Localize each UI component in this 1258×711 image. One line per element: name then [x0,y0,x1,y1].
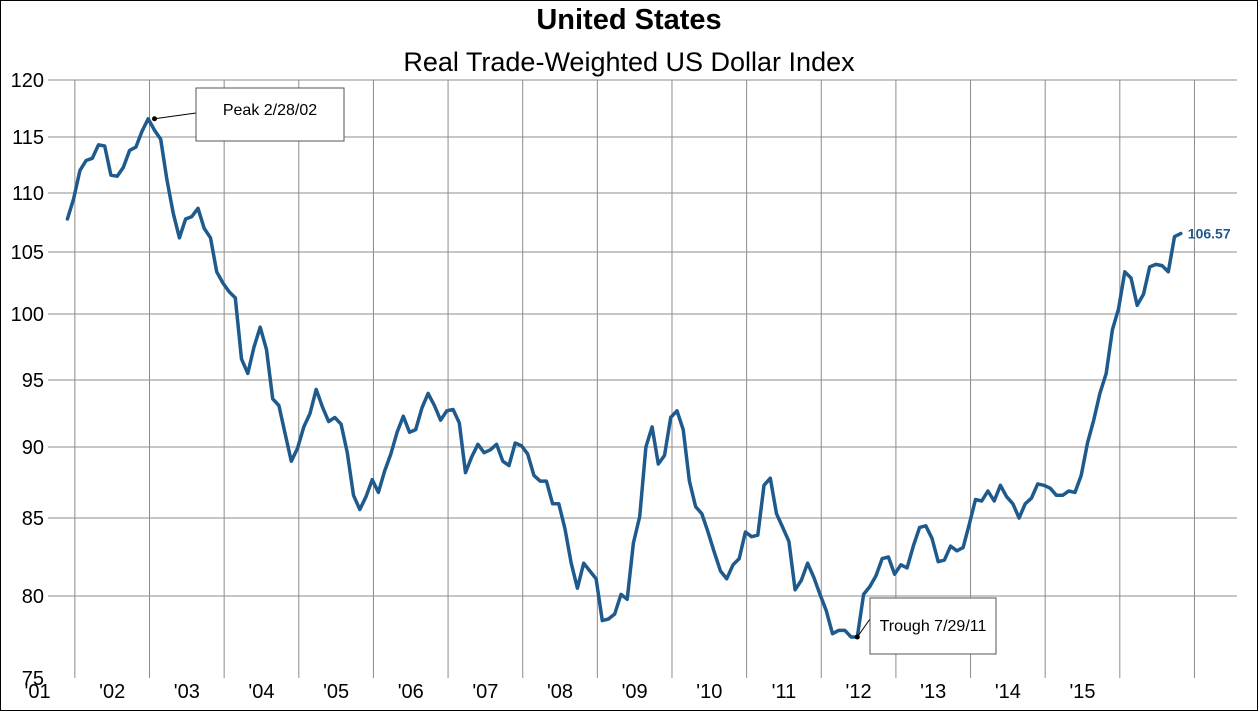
y-tick-label: 85 [22,508,44,530]
x-tick-label: '13 [920,681,946,703]
chart-subtitle: Real Trade-Weighted US Dollar Index [403,47,855,77]
chart-title: United States [536,4,722,36]
y-tick-label: 90 [22,437,44,459]
x-tick-label: '04 [248,681,274,703]
x-tick-label: '09 [622,681,648,703]
x-axis: '01 '02 '03 '04 '05 '06 '07 '08 '09 '10 '11 '12 '13 '… [25,681,1096,703]
x-tick-label: '12 [846,681,872,703]
x-tick-label: '14 [995,681,1021,703]
x-tick-label: '02 [99,681,125,703]
series-line [65,117,1183,639]
annotation-text: Trough 7/29/11 [880,618,987,635]
x-tick-label: '08 [547,681,573,703]
grid-lines [48,79,1237,678]
x-tick-label: '01 [25,681,51,703]
y-tick-label: 95 [22,370,44,392]
x-tick-label: '03 [174,681,200,703]
series-group [65,117,1183,639]
x-tick-label: '06 [398,681,424,703]
annotation-box [195,87,345,142]
y-axis: 120 115 110 105 100 95 90 85 80 75 [11,70,44,690]
annotation-leader [154,112,197,120]
annotation-text: Peak 2/28/02 [223,102,317,119]
annotations: 106.57 Peak 2/28/02 Trough 7/29/11 [152,87,1231,655]
last-value-label: 106.57 [1188,225,1231,241]
annotation-dot [152,116,158,122]
annotation-callout: Peak 2/28/02 [152,87,345,142]
y-tick-label: 100 [11,304,44,326]
y-tick-label: 75 [22,668,44,690]
y-tick-label: 115 [12,127,44,149]
x-tick-label: '10 [696,681,722,703]
y-tick-label: 80 [22,586,44,608]
x-tick-label: '05 [323,681,349,703]
y-tick-label: 110 [12,183,44,205]
annotation-dot [854,634,860,640]
x-tick-label: '11 [772,681,797,703]
annotation-box [869,597,997,655]
x-tick-label: '15 [1069,681,1095,703]
annotation-callout: Trough 7/29/11 [854,597,997,655]
y-tick-label: 105 [11,242,44,264]
annotation-leader [856,618,871,638]
y-tick-label: 120 [11,70,44,92]
x-tick-label: '07 [472,681,498,703]
